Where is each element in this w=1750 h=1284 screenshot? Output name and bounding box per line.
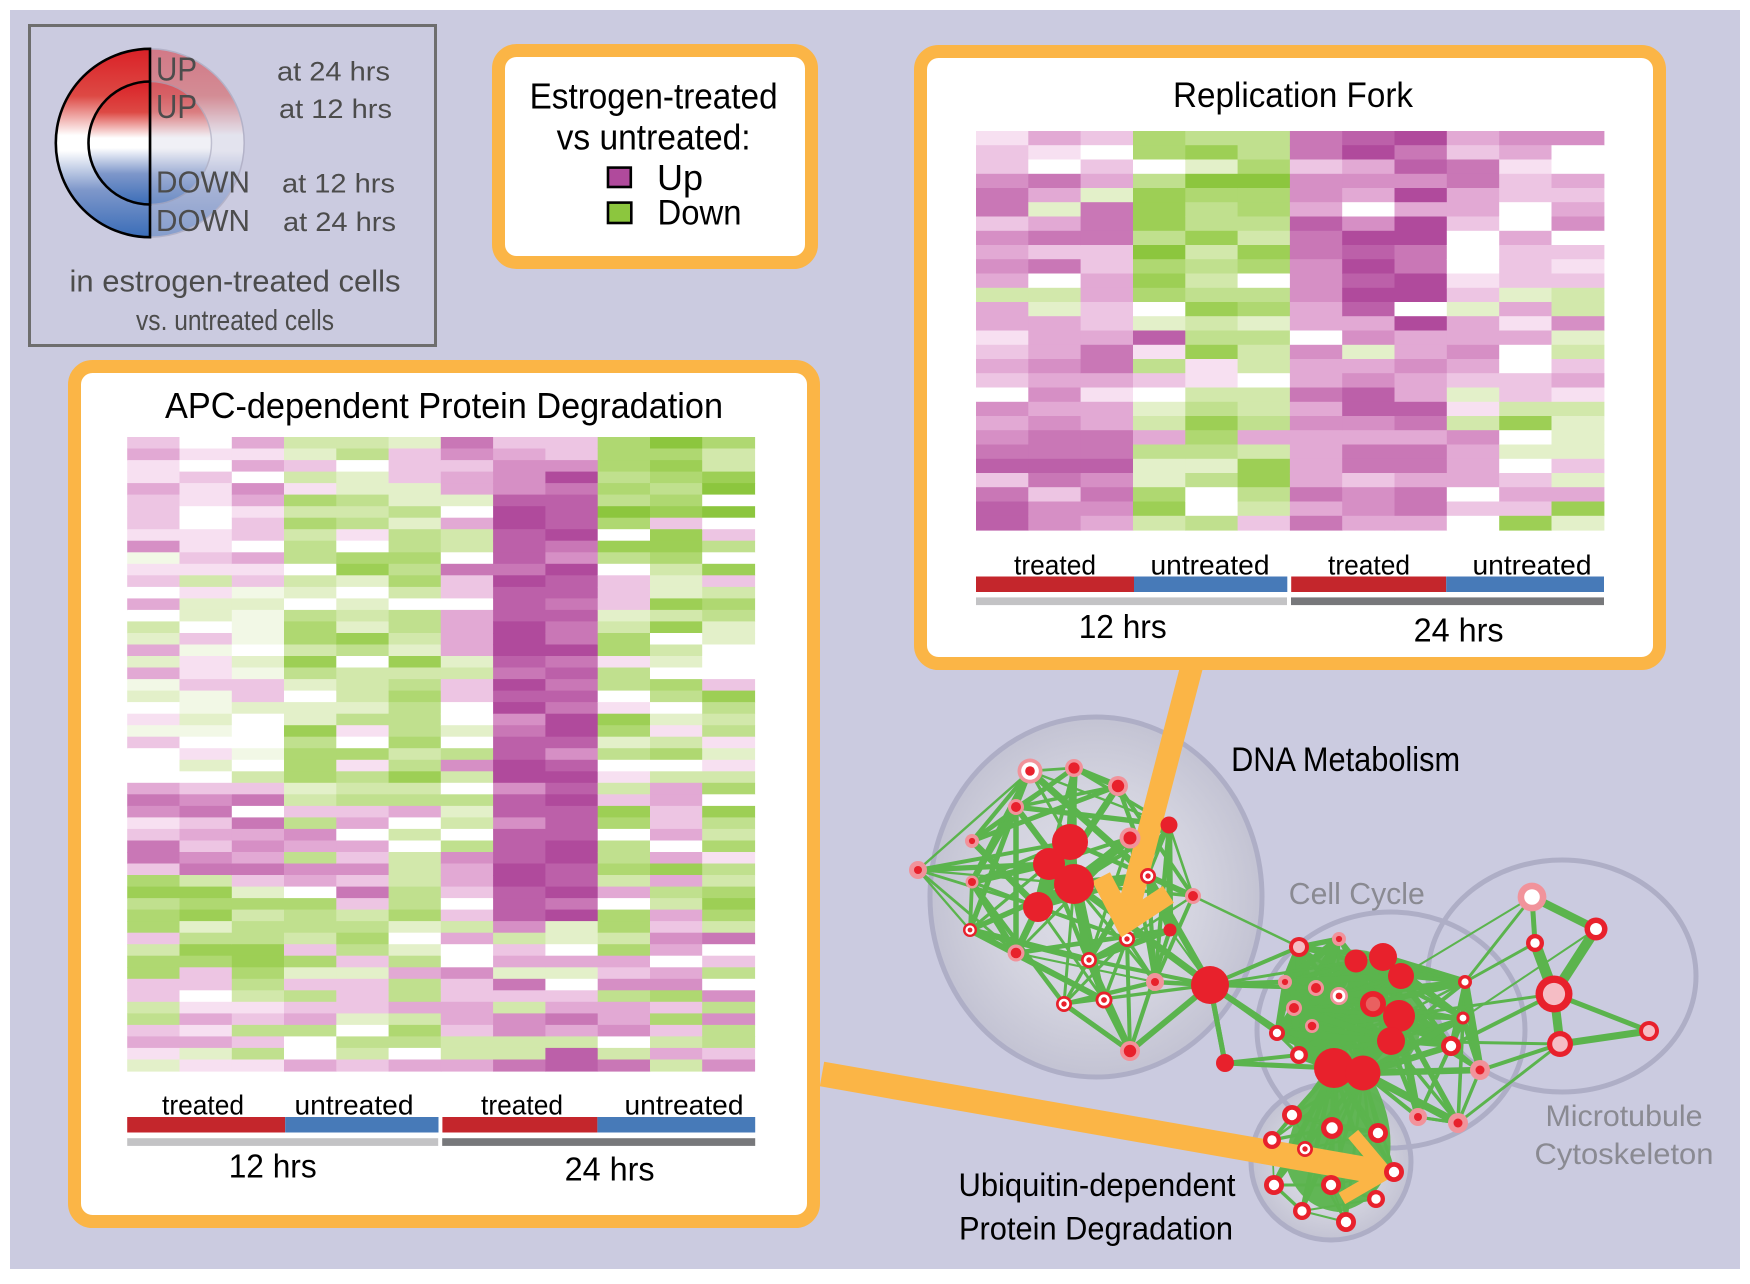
svg-text:DNA Metabolism: DNA Metabolism (1231, 741, 1460, 779)
svg-text:at 12 hrs: at 12 hrs (282, 169, 395, 199)
svg-text:Cytoskeleton: Cytoskeleton (1535, 1138, 1714, 1171)
svg-text:24 hrs: 24 hrs (1414, 612, 1504, 649)
svg-text:Up: Up (657, 157, 703, 198)
svg-text:12 hrs: 12 hrs (1079, 608, 1167, 645)
svg-text:12 hrs: 12 hrs (229, 1148, 317, 1185)
svg-text:at 12 hrs: at 12 hrs (279, 94, 392, 124)
svg-text:Ubiquitin-dependent: Ubiquitin-dependent (959, 1167, 1236, 1203)
svg-text:Microtubule: Microtubule (1546, 1100, 1703, 1133)
svg-text:in estrogen-treated cells: in estrogen-treated cells (70, 264, 401, 299)
svg-text:at 24 hrs: at 24 hrs (277, 57, 390, 87)
svg-text:treated: treated (481, 1090, 563, 1121)
svg-text:Estrogen-treated: Estrogen-treated (530, 76, 778, 117)
svg-text:Cell Cycle: Cell Cycle (1289, 876, 1425, 911)
svg-text:untreated: untreated (1473, 550, 1592, 581)
svg-text:Replication Fork: Replication Fork (1173, 76, 1413, 115)
svg-text:untreated: untreated (1151, 550, 1270, 581)
svg-text:24 hrs: 24 hrs (565, 1150, 655, 1187)
svg-text:UP: UP (156, 51, 197, 88)
svg-text:DOWN: DOWN (156, 203, 250, 238)
svg-text:Down: Down (658, 194, 742, 233)
svg-text:vs untreated:: vs untreated: (557, 117, 751, 158)
svg-text:untreated: untreated (295, 1090, 414, 1121)
svg-text:treated: treated (1328, 550, 1410, 581)
svg-text:treated: treated (162, 1090, 244, 1121)
svg-text:vs. untreated cells: vs. untreated cells (136, 305, 334, 337)
svg-text:APC-dependent Protein Degradat: APC-dependent Protein Degradation (165, 385, 723, 426)
svg-text:DOWN: DOWN (156, 165, 250, 200)
svg-text:treated: treated (1014, 550, 1096, 581)
svg-text:UP: UP (156, 88, 197, 125)
svg-text:untreated: untreated (625, 1090, 744, 1121)
svg-text:Protein Degradation: Protein Degradation (959, 1211, 1233, 1247)
svg-text:at 24 hrs: at 24 hrs (283, 207, 396, 237)
